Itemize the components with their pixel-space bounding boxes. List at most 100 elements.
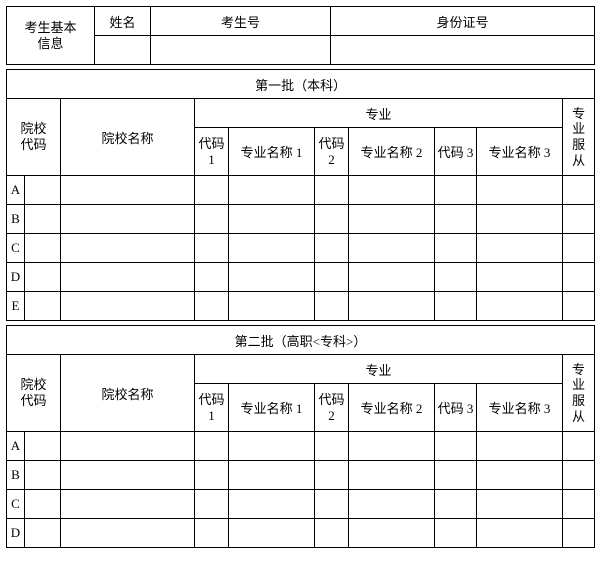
batch1-school-name-cell[interactable] <box>61 234 195 263</box>
batch2-major-name2-cell[interactable] <box>349 519 435 548</box>
batch1-major-code1-cell[interactable] <box>195 205 229 234</box>
batch1-major-name2-cell[interactable] <box>349 292 435 321</box>
table-row: B <box>7 461 595 490</box>
batch1-major-name3-cell[interactable] <box>477 234 563 263</box>
batch2-major-code1-cell[interactable] <box>195 461 229 490</box>
basic-info-table: 考生基本信息 姓名 考生号 身份证号 <box>6 6 595 65</box>
batch1-school-code-cell[interactable] <box>25 176 61 205</box>
batch1-school-code-cell[interactable] <box>25 205 61 234</box>
batch1-obey-cell[interactable] <box>563 234 595 263</box>
batch2-major-name3-cell[interactable] <box>477 432 563 461</box>
batch1-obey-cell[interactable] <box>563 263 595 292</box>
batch2-school-code-cell[interactable] <box>25 490 61 519</box>
batch2-major-code3-cell[interactable] <box>435 519 477 548</box>
batch1-code2-label: 代码2 <box>315 128 349 176</box>
batch1-major-code1-cell[interactable] <box>195 234 229 263</box>
table-row: A <box>7 176 595 205</box>
exam-no-label: 考生号 <box>151 7 331 36</box>
batch2-major-name1-cell[interactable] <box>229 461 315 490</box>
batch1-major-name3-cell[interactable] <box>477 205 563 234</box>
batch1-major-code1-cell[interactable] <box>195 263 229 292</box>
batch1-major-code2-cell[interactable] <box>315 292 349 321</box>
batch1-major-name1-cell[interactable] <box>229 292 315 321</box>
batch2-obey-cell[interactable] <box>563 461 595 490</box>
batch1-major-name1-cell[interactable] <box>229 205 315 234</box>
batch1-major-code1-cell[interactable] <box>195 176 229 205</box>
batch1-school-code-cell[interactable] <box>25 292 61 321</box>
batch2-major-code3-cell[interactable] <box>435 432 477 461</box>
batch2-major-code2-cell[interactable] <box>315 461 349 490</box>
batch2-school-name-cell[interactable] <box>61 519 195 548</box>
batch2-row-letter: C <box>7 490 25 519</box>
batch2-school-code-cell[interactable] <box>25 432 61 461</box>
batch1-obey-cell[interactable] <box>563 292 595 321</box>
exam-no-value[interactable] <box>151 36 331 65</box>
id-no-value[interactable] <box>331 36 595 65</box>
batch1-obey-cell[interactable] <box>563 176 595 205</box>
batch1-school-name-cell[interactable] <box>61 176 195 205</box>
batch2-school-name-cell[interactable] <box>61 432 195 461</box>
batch1-major-code1-cell[interactable] <box>195 292 229 321</box>
batch1-major-code3-cell[interactable] <box>435 176 477 205</box>
batch1-major-code2-cell[interactable] <box>315 205 349 234</box>
batch2-major-group-label: 专业 <box>195 355 563 384</box>
batch1-major-code3-cell[interactable] <box>435 205 477 234</box>
batch1-major-name1-cell[interactable] <box>229 263 315 292</box>
batch1-major-name2-cell[interactable] <box>349 263 435 292</box>
batch1-major-name3-cell[interactable] <box>477 263 563 292</box>
table-row: C <box>7 234 595 263</box>
batch2-major-code1-cell[interactable] <box>195 490 229 519</box>
batch2-major-name3-cell[interactable] <box>477 461 563 490</box>
batch2-major-name2-cell[interactable] <box>349 432 435 461</box>
batch2-major-code2-cell[interactable] <box>315 432 349 461</box>
batch2-school-code-cell[interactable] <box>25 519 61 548</box>
batch2-school-name-cell[interactable] <box>61 490 195 519</box>
batch2-major-name3-cell[interactable] <box>477 519 563 548</box>
batch1-major-code2-cell[interactable] <box>315 263 349 292</box>
batch2-major-code1-cell[interactable] <box>195 432 229 461</box>
batch1-school-name-cell[interactable] <box>61 292 195 321</box>
batch1-major-code2-cell[interactable] <box>315 234 349 263</box>
batch2-major-code3-cell[interactable] <box>435 490 477 519</box>
batch2-school-name-cell[interactable] <box>61 461 195 490</box>
batch2-major-name1-cell[interactable] <box>229 490 315 519</box>
batch1-school-code-cell[interactable] <box>25 234 61 263</box>
batch2-obey-cell[interactable] <box>563 490 595 519</box>
batch2-obey-cell[interactable] <box>563 519 595 548</box>
batch1-code1-label: 代码1 <box>195 128 229 176</box>
batch1-name3-label: 专业名称 3 <box>477 128 563 176</box>
batch1-major-name2-cell[interactable] <box>349 234 435 263</box>
batch2-name2-label: 专业名称 2 <box>349 384 435 432</box>
batch2-school-code-cell[interactable] <box>25 461 61 490</box>
batch1-school-name-cell[interactable] <box>61 205 195 234</box>
batch2-major-code1-cell[interactable] <box>195 519 229 548</box>
batch2-major-code2-cell[interactable] <box>315 490 349 519</box>
batch1-major-name2-cell[interactable] <box>349 176 435 205</box>
batch2-obey-cell[interactable] <box>563 432 595 461</box>
batch2-major-name2-cell[interactable] <box>349 461 435 490</box>
batch1-major-name3-cell[interactable] <box>477 176 563 205</box>
batch1-major-name3-cell[interactable] <box>477 292 563 321</box>
batch1-major-name1-cell[interactable] <box>229 234 315 263</box>
batch1-major-name2-cell[interactable] <box>349 205 435 234</box>
table-row: A <box>7 432 595 461</box>
batch2-major-name1-cell[interactable] <box>229 432 315 461</box>
batch1-school-code-cell[interactable] <box>25 263 61 292</box>
name-value[interactable] <box>95 36 151 65</box>
batch1-name2-label: 专业名称 2 <box>349 128 435 176</box>
batch2-major-code3-cell[interactable] <box>435 461 477 490</box>
batch1-major-code3-cell[interactable] <box>435 263 477 292</box>
batch1-obey-cell[interactable] <box>563 205 595 234</box>
batch2-major-name2-cell[interactable] <box>349 490 435 519</box>
batch2-major-code2-cell[interactable] <box>315 519 349 548</box>
batch2-major-name1-cell[interactable] <box>229 519 315 548</box>
batch1-major-code2-cell[interactable] <box>315 176 349 205</box>
batch1-major-code3-cell[interactable] <box>435 234 477 263</box>
batch2-major-name3-cell[interactable] <box>477 490 563 519</box>
batch1-school-name-cell[interactable] <box>61 263 195 292</box>
batch2-name3-label: 专业名称 3 <box>477 384 563 432</box>
basic-group-label: 考生基本信息 <box>7 7 95 65</box>
batch1-row-letter: C <box>7 234 25 263</box>
batch1-major-code3-cell[interactable] <box>435 292 477 321</box>
batch1-major-name1-cell[interactable] <box>229 176 315 205</box>
